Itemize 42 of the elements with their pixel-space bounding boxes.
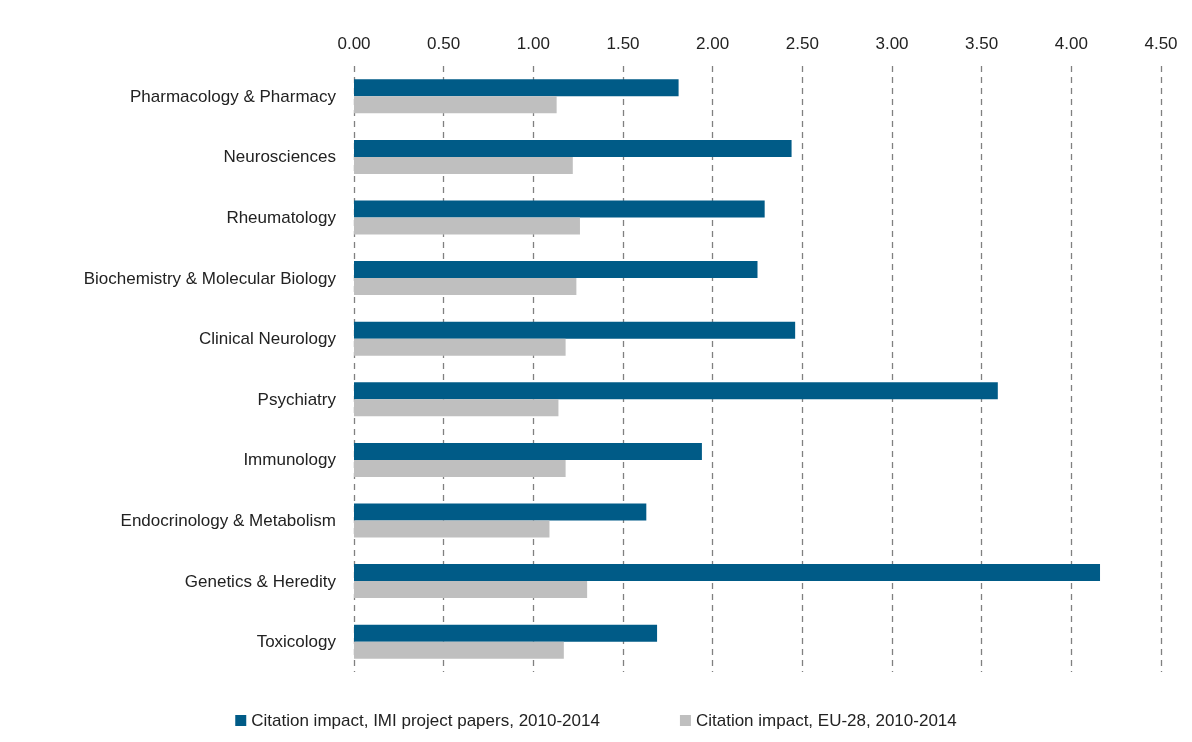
x-tick-label: 4.00 xyxy=(1054,34,1088,53)
x-tick-label: 1.00 xyxy=(516,34,550,53)
y-tick-label: Biochemistry & Molecular Biology xyxy=(83,268,337,288)
y-tick-label: Genetics & Heredity xyxy=(184,571,337,591)
bar xyxy=(354,217,580,235)
bar xyxy=(354,79,679,97)
bar xyxy=(354,321,796,339)
bar xyxy=(354,503,647,521)
x-tick-label: 2.50 xyxy=(785,34,819,53)
y-tick-label: Pharmacology & Pharmacy xyxy=(130,86,337,106)
y-tick-label: Endocrinology & Metabolism xyxy=(120,511,336,530)
bar xyxy=(354,581,588,599)
y-tick-label: Neurosciences xyxy=(223,147,336,167)
y-tick-label: Immunology xyxy=(243,450,337,470)
bar xyxy=(354,139,792,157)
bar xyxy=(354,442,702,460)
bar xyxy=(354,200,765,218)
x-tick-label: 0.50 xyxy=(427,34,461,53)
bar xyxy=(354,459,566,477)
x-tick-label: 3.00 xyxy=(875,34,909,53)
legend-label: Citation impact, IMI project papers, 2010-2014 xyxy=(251,711,600,730)
x-tick-label: 2.00 xyxy=(696,34,730,53)
bar xyxy=(354,520,550,538)
bar xyxy=(354,278,577,296)
bar xyxy=(354,338,566,356)
x-tick-label: 1.50 xyxy=(606,34,640,53)
x-tick-label: 3.50 xyxy=(965,34,999,53)
y-tick-label: Toxicology xyxy=(256,632,337,652)
x-tick-label: 0.00 xyxy=(337,34,371,53)
bar xyxy=(354,96,557,114)
y-tick-label: Psychiatry xyxy=(257,389,337,409)
bar xyxy=(354,399,559,417)
y-tick-label: Rheumatology xyxy=(226,208,337,227)
legend-label: Citation impact, EU-28, 2010-2014 xyxy=(695,711,957,730)
x-tick-label: 4.50 xyxy=(1144,34,1178,53)
bar xyxy=(354,261,758,279)
bar xyxy=(354,382,998,400)
y-tick-label: Clinical Neurology xyxy=(198,329,337,349)
bar xyxy=(354,564,1101,582)
bar xyxy=(354,641,564,659)
bar xyxy=(354,624,658,642)
bar xyxy=(354,156,573,174)
